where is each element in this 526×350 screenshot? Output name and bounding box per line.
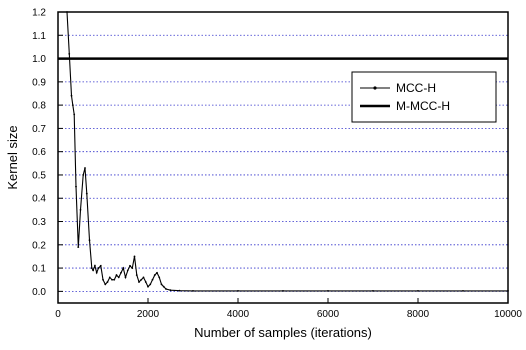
data-point-mcc-h bbox=[149, 283, 152, 286]
data-point-mcc-h bbox=[237, 289, 239, 292]
data-point-mcc-h bbox=[165, 288, 167, 290]
y-tick-label: 0.8 bbox=[32, 101, 46, 112]
data-point-mcc-h bbox=[160, 283, 163, 286]
x-tick-label: 10000 bbox=[494, 309, 522, 320]
data-point-mcc-h bbox=[372, 289, 374, 292]
data-point-mcc-h bbox=[124, 276, 127, 279]
data-point-mcc-h bbox=[104, 283, 107, 286]
y-tick-label: 1.1 bbox=[32, 31, 46, 42]
legend: MCC-H M-MCC-H bbox=[351, 71, 497, 123]
x-tick-label: 0 bbox=[55, 309, 61, 320]
plot-frame bbox=[57, 11, 509, 304]
y-tick-label: 0.3 bbox=[32, 217, 46, 228]
data-point-mcc-h bbox=[129, 264, 131, 267]
data-point-mcc-h bbox=[158, 276, 161, 279]
x-axis-title: Number of samples (iterations) bbox=[194, 325, 372, 340]
data-point-mcc-h bbox=[133, 255, 136, 258]
data-point-mcc-h bbox=[68, 53, 71, 55]
data-point-mcc-h bbox=[73, 113, 76, 116]
data-point-mcc-h bbox=[77, 246, 80, 249]
y-tick-label: 0.6 bbox=[32, 147, 46, 158]
data-point-mcc-h bbox=[178, 289, 181, 292]
data-point-mcc-h bbox=[88, 239, 91, 242]
data-point-mcc-h bbox=[85, 192, 88, 195]
data-point-mcc-h bbox=[144, 281, 147, 283]
data-point-mcc-h bbox=[162, 285, 165, 288]
x-tick-label: 6000 bbox=[317, 309, 340, 320]
data-point-mcc-h bbox=[142, 276, 145, 279]
data-point-mcc-h bbox=[192, 289, 194, 292]
legend-label-mcc-h: MCC-H bbox=[396, 81, 436, 95]
data-point-mcc-h bbox=[97, 267, 100, 269]
y-tick-label: 0.7 bbox=[32, 124, 46, 135]
data-point-mcc-h bbox=[106, 281, 109, 283]
data-point-mcc-h bbox=[111, 278, 113, 281]
data-point-mcc-h bbox=[75, 185, 77, 188]
series-line-mcc-h bbox=[66, 11, 508, 292]
data-point-mcc-h bbox=[102, 278, 104, 281]
y-tick-label: 0.2 bbox=[32, 240, 46, 251]
data-point-mcc-h bbox=[462, 289, 464, 292]
y-tick-label: 1.2 bbox=[32, 8, 46, 19]
data-point-mcc-h bbox=[71, 104, 74, 107]
data-point-mcc-h bbox=[122, 267, 125, 269]
data-point-mcc-h bbox=[156, 271, 158, 274]
data-point-mcc-h bbox=[120, 271, 122, 274]
x-tick-label: 2000 bbox=[137, 309, 160, 320]
data-point-mcc-h bbox=[113, 278, 116, 281]
data-point-mcc-h bbox=[282, 289, 284, 292]
data-point-mcc-h bbox=[169, 289, 172, 292]
data-point-mcc-h bbox=[151, 278, 154, 281]
data-point-mcc-h bbox=[108, 276, 111, 279]
data-point-mcc-h bbox=[90, 267, 93, 269]
axis-ticks: 0.0 0.1 0.2 0.3 0.4 0.5 0.6 0.7 0.8 0.9 1.0 1.1 1.2 0… bbox=[32, 8, 522, 321]
x-tick-label: 8000 bbox=[407, 309, 430, 320]
data-point-mcc-h bbox=[92, 269, 94, 272]
legend-label-m-mcc-h: M-MCC-H bbox=[396, 99, 450, 113]
data-point-mcc-h bbox=[417, 289, 419, 292]
y-tick-label: 0.0 bbox=[32, 287, 46, 298]
data-point-mcc-h bbox=[126, 269, 129, 272]
data-point-mcc-h bbox=[94, 264, 96, 267]
y-tick-label: 1.0 bbox=[32, 54, 46, 65]
data-point-mcc-h bbox=[131, 267, 134, 269]
x-tick-label: 4000 bbox=[227, 309, 250, 320]
data-point-mcc-h bbox=[82, 174, 85, 176]
data-point-mcc-h bbox=[70, 94, 73, 97]
series-layer bbox=[58, 11, 509, 292]
y-axis-title: Kernel size bbox=[5, 125, 20, 189]
y-tick-label: 0.9 bbox=[32, 77, 46, 88]
data-point-mcc-h bbox=[135, 274, 138, 276]
data-point-mcc-h bbox=[147, 285, 149, 288]
data-point-mcc-h bbox=[79, 208, 82, 211]
data-point-mcc-h bbox=[84, 167, 86, 169]
y-tick-label: 0.5 bbox=[32, 170, 46, 181]
legend-marker-mcc-h bbox=[373, 86, 377, 90]
legend-box bbox=[351, 71, 497, 123]
data-point-mcc-h bbox=[327, 289, 329, 292]
y-tick-label: 0.4 bbox=[32, 194, 46, 205]
data-point-mcc-h bbox=[95, 271, 98, 274]
y-tick-label: 0.1 bbox=[32, 264, 46, 275]
data-point-mcc-h bbox=[140, 278, 143, 281]
data-point-mcc-h bbox=[115, 274, 118, 276]
data-point-mcc-h bbox=[99, 264, 102, 267]
data-point-mcc-h bbox=[153, 274, 156, 276]
data-point-mcc-h bbox=[138, 281, 140, 283]
data-point-mcc-h bbox=[117, 276, 120, 279]
